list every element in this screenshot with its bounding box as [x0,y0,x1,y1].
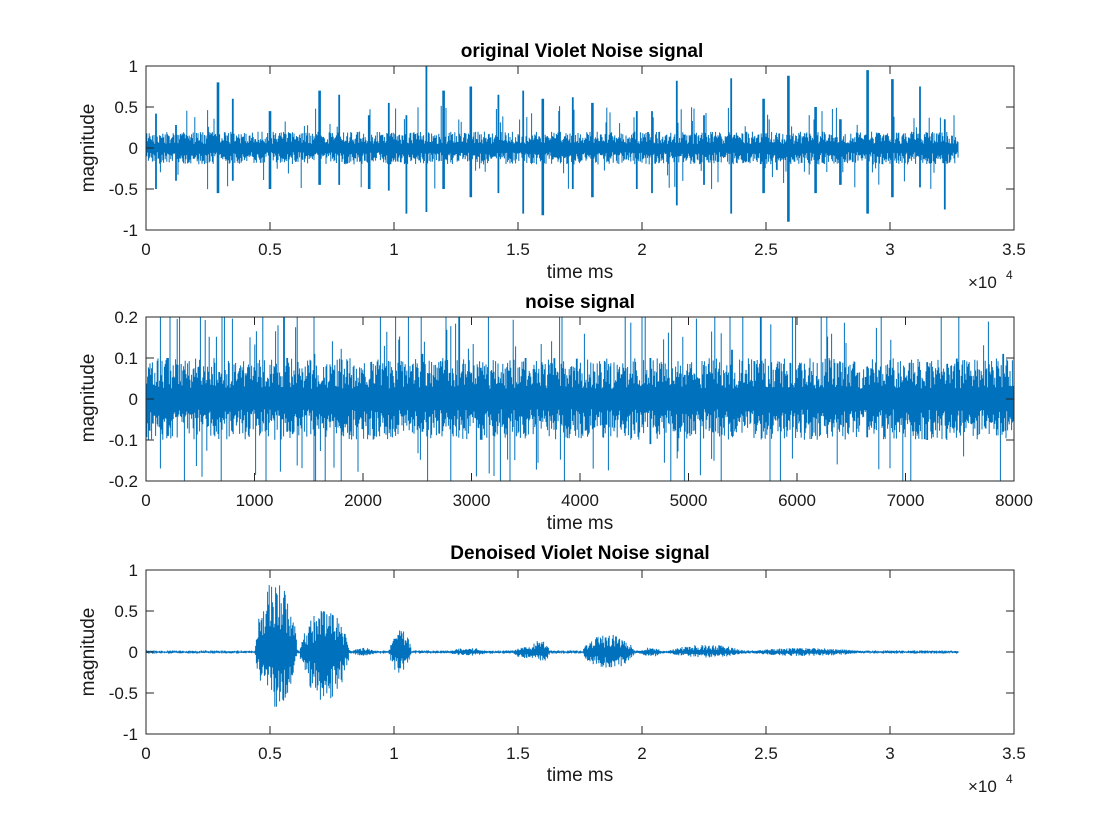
x-tick-label: 1 [389,240,398,259]
x-tick-label: 1.5 [506,240,530,259]
x-tick-label: 2.5 [754,240,778,259]
x-tick-label: 2 [637,744,646,763]
subplot-1-title: original Violet Noise signal [461,41,703,62]
x-tick-label: 3 [885,240,894,259]
y-tick-label: -0.1 [109,431,138,450]
subplot-original-signal: original Violet Noise signal 0 0.5 1 1.5 2 2.… [78,41,1026,292]
x-tick-label: 1000 [236,491,274,510]
subplot-3-title: Denoised Violet Noise signal [450,543,709,564]
subplot-denoised-signal: Denoised Violet Noise signal 0 0.5 1 1.5 2 2.… [78,543,1026,796]
x-tick-label: 3 [885,744,894,763]
subplot-2-title: noise signal [525,292,635,313]
y-tick-label: -1 [123,725,138,744]
subplot-2-xlabel: time ms [547,513,614,534]
x-tick-label: 2 [637,240,646,259]
subplot-1-axes: 0 0.5 1 1.5 2 2.5 3 3.5 -1 -0.5 0 0.5 1 [109,57,1026,259]
y-tick-label: 0 [129,643,138,662]
x-tick-label: 8000 [995,491,1033,510]
x-tick-label: 0.5 [258,744,282,763]
x-tick-label: 0.5 [258,240,282,259]
x-tick-label: 1 [389,744,398,763]
y-tick-label: 1 [129,561,138,580]
y-tick-label: 0.1 [114,349,138,368]
y-tick-label: -0.5 [109,180,138,199]
subplot-3-x-exponent-base: ×10 [968,777,997,796]
subplot-2-axes: 0 1000 2000 3000 4000 5000 6000 7000 8000 -0.2 -0.… [109,308,1033,510]
y-tick-label: 0.2 [114,308,138,327]
subplot-3-x-exponent-power: 4 [1006,772,1013,786]
subplot-1-x-exponent: ×10 4 [968,268,1013,292]
x-tick-label: 3.5 [1002,240,1026,259]
x-tick-label: 7000 [887,491,925,510]
x-tick-label: 0 [141,744,150,763]
y-tick-label: -1 [123,221,138,240]
subplot-1-xlabel: time ms [547,262,614,283]
subplot-3-x-exponent: ×10 4 [968,772,1013,796]
subplot-3-xlabel: time ms [547,765,614,786]
subplot-1-x-exponent-base: ×10 [968,273,997,292]
x-tick-label: 3.5 [1002,744,1026,763]
x-tick-label: 2.5 [754,744,778,763]
x-tick-label: 4000 [561,491,599,510]
subplot-3-axes: 0 0.5 1 1.5 2 2.5 3 3.5 -1 -0.5 0 0.5 1 [109,561,1026,763]
x-tick-label: 5000 [670,491,708,510]
subplot-2-ylabel: magnitude [78,354,99,443]
x-tick-label: 0 [141,240,150,259]
y-tick-label: 0.5 [114,98,138,117]
y-tick-label: 0.5 [114,602,138,621]
y-tick-label: 0 [129,139,138,158]
subplot-noise-signal: noise signal 0 1000 2000 3000 4000 5000 6000 70… [78,292,1033,534]
subplot-3-ylabel: magnitude [78,608,99,697]
x-tick-label: 0 [141,491,150,510]
subplot-1-ylabel: magnitude [78,104,99,193]
x-tick-label: 2000 [344,491,382,510]
x-tick-label: 6000 [778,491,816,510]
subplot-1-x-exponent-power: 4 [1006,268,1013,282]
y-tick-label: -0.5 [109,684,138,703]
x-tick-label: 3000 [453,491,491,510]
y-tick-label: 0 [129,390,138,409]
y-tick-label: 1 [129,57,138,76]
x-tick-label: 1.5 [506,744,530,763]
y-tick-label: -0.2 [109,472,138,491]
